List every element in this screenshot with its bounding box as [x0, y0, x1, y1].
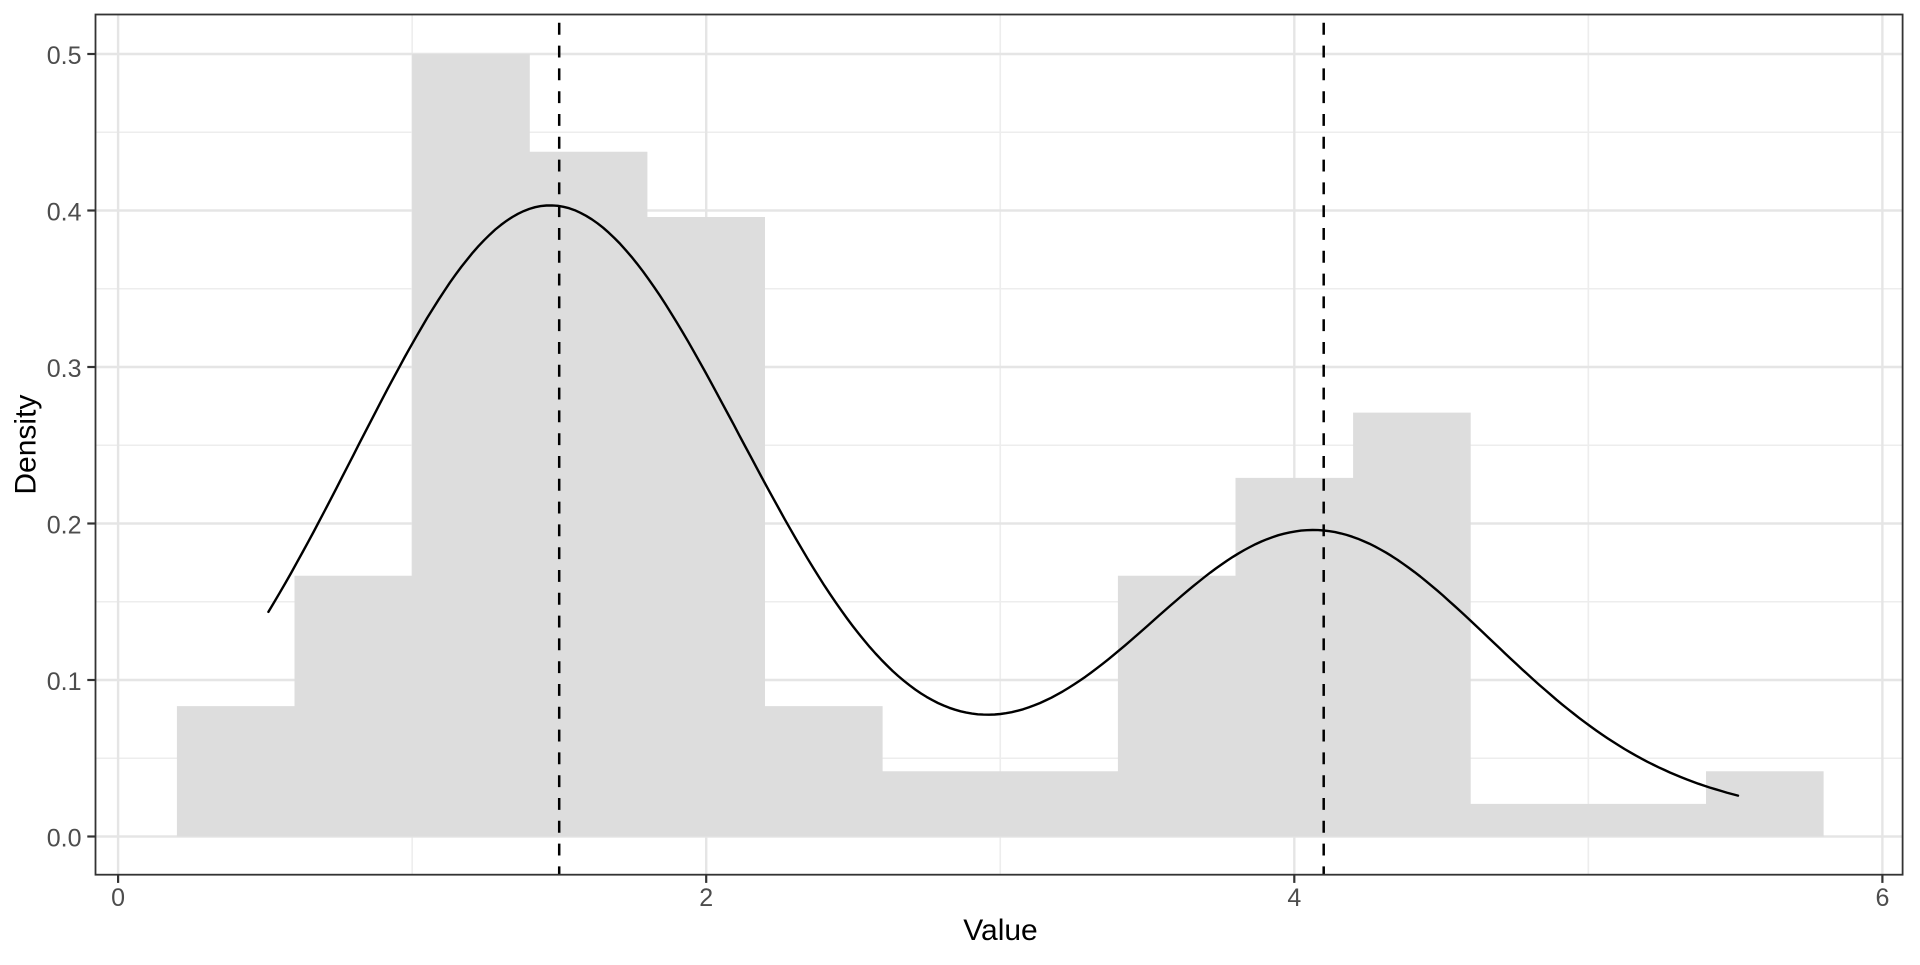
svg-text:Density: Density [10, 395, 43, 495]
svg-text:0.0: 0.0 [47, 825, 82, 853]
svg-text:0.5: 0.5 [47, 42, 82, 70]
svg-text:0.2: 0.2 [47, 512, 82, 540]
svg-text:0.4: 0.4 [47, 199, 82, 227]
svg-text:4: 4 [1287, 884, 1301, 912]
svg-text:Value: Value [963, 914, 1038, 947]
svg-text:2: 2 [699, 884, 713, 912]
svg-text:6: 6 [1875, 884, 1889, 912]
svg-text:0.1: 0.1 [47, 668, 82, 696]
svg-text:0: 0 [111, 884, 125, 912]
svg-text:0.3: 0.3 [47, 355, 82, 383]
